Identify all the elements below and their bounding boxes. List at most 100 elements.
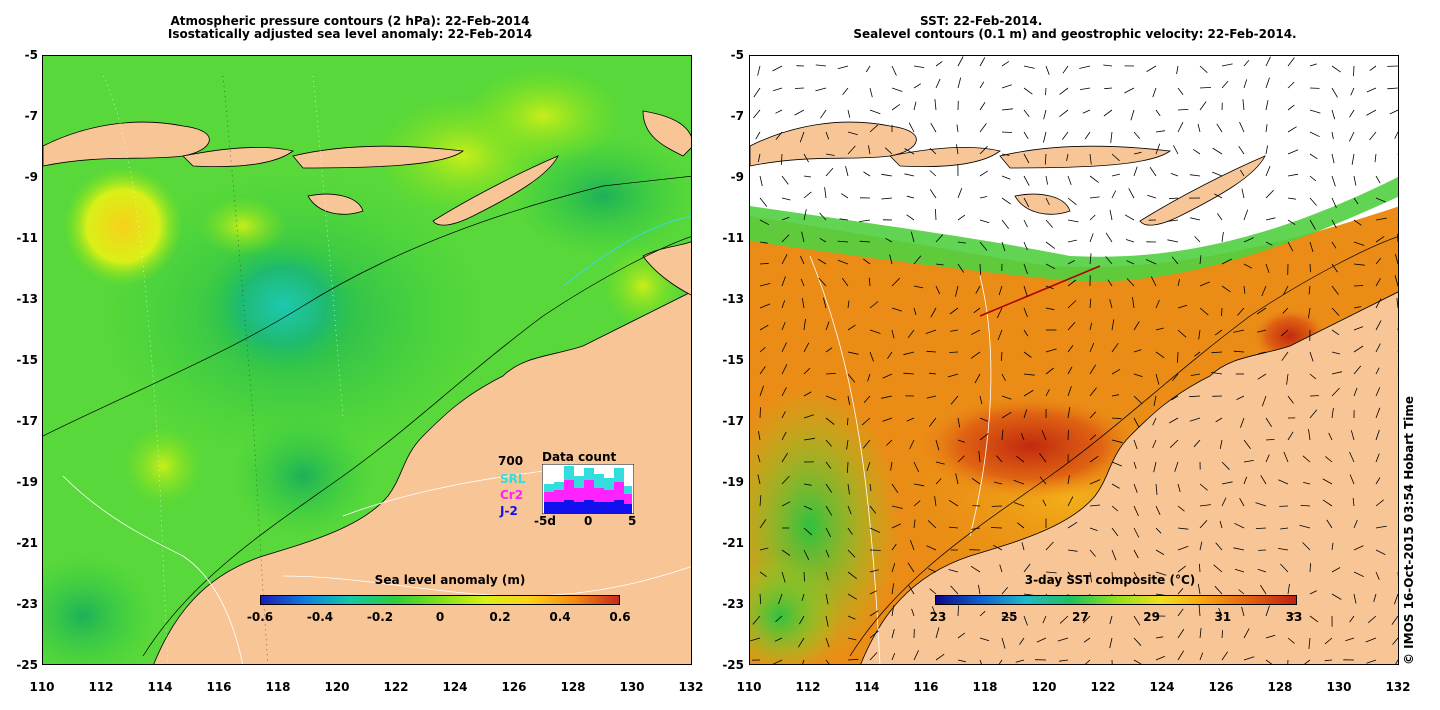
velocity-arrow <box>1331 567 1341 573</box>
velocity-arrow <box>1367 615 1377 624</box>
velocity-arrow <box>1199 541 1203 551</box>
velocity-arrow <box>1211 372 1223 375</box>
lat-tick-label: -17 <box>722 414 744 428</box>
velocity-arrow <box>1243 60 1250 67</box>
velocity-arrow <box>755 131 761 140</box>
velocity-arrow <box>1287 173 1299 177</box>
velocity-arrow <box>1331 542 1334 551</box>
velocity-arrow <box>935 461 945 465</box>
velocity-arrow <box>979 263 981 275</box>
velocity-arrow <box>1353 571 1365 578</box>
velocity-arrow <box>979 395 983 404</box>
velocity-arrow <box>1283 285 1289 295</box>
velocity-arrow <box>1331 407 1334 419</box>
velocity-arrow <box>935 234 943 243</box>
velocity-arrow <box>1089 504 1101 507</box>
velocity-arrow <box>1375 549 1386 555</box>
velocity-arrow <box>956 124 959 133</box>
velocity-arrow <box>863 171 871 177</box>
velocity-arrow <box>1109 209 1113 221</box>
velocity-arrow <box>926 395 937 399</box>
velocity-arrow <box>1111 571 1114 583</box>
velocity-arrow <box>1331 285 1339 295</box>
velocity-arrow <box>1045 348 1057 353</box>
velocity-arrow <box>1043 109 1047 120</box>
velocity-arrow <box>1349 615 1355 623</box>
velocity-arrow <box>1243 285 1246 294</box>
velocity-arrow <box>1067 219 1079 223</box>
velocity-arrow <box>1397 327 1398 330</box>
velocity-arrow <box>1155 299 1160 309</box>
velocity-arrow <box>803 391 812 397</box>
velocity-arrow <box>775 131 783 140</box>
velocity-arrow <box>979 102 986 111</box>
velocity-arrow <box>1197 123 1201 133</box>
velocity-arrow <box>891 483 899 494</box>
velocity-arrow <box>869 630 879 639</box>
velocity-arrow <box>957 455 965 463</box>
velocity-arrow <box>891 87 903 92</box>
velocity-arrow <box>1216 123 1223 133</box>
velocity-arrow <box>1221 63 1233 67</box>
velocity-arrow <box>1153 395 1157 407</box>
velocity-arrow <box>1013 479 1025 485</box>
velocity-arrow <box>753 87 761 98</box>
velocity-arrow <box>975 285 981 294</box>
velocity-arrow <box>773 87 783 92</box>
velocity-arrow <box>998 285 1003 296</box>
lon-tick-label: 112 <box>795 680 821 694</box>
velocity-arrow <box>1211 351 1223 354</box>
velocity-arrow <box>1397 506 1398 507</box>
velocity-arrow <box>891 329 895 339</box>
velocity-arrow <box>1375 367 1380 375</box>
velocity-arrow <box>999 564 1003 573</box>
velocity-arrow <box>1353 520 1358 529</box>
velocity-arrow <box>869 124 879 133</box>
lat-tick-label: -21 <box>722 536 744 550</box>
velocity-arrow <box>948 569 959 573</box>
velocity-arrow <box>772 659 783 664</box>
velocity-arrow <box>757 454 761 463</box>
lon-tick-label: 116 <box>206 680 232 694</box>
velocity-arrow <box>1133 151 1142 155</box>
velocity-arrow <box>1322 499 1333 507</box>
velocity-arrow <box>1001 411 1012 419</box>
velocity-arrow <box>1067 407 1071 419</box>
velocity-arrow <box>950 329 959 332</box>
velocity-arrow <box>1308 307 1311 319</box>
velocity-arrow <box>837 240 849 243</box>
velocity-arrow <box>935 439 940 451</box>
velocity-arrow <box>1111 483 1120 489</box>
velocity-arrow <box>1111 527 1119 537</box>
velocity-arrow <box>1193 439 1201 448</box>
velocity-arrow <box>1265 454 1270 463</box>
velocity-arrow <box>1265 77 1270 89</box>
velocity-arrow <box>757 65 761 76</box>
velocity-arrow <box>865 65 871 73</box>
velocity-arrow <box>1155 505 1161 515</box>
velocity-arrow <box>1233 547 1245 551</box>
velocity-arrow <box>979 123 987 133</box>
velocity-arrow <box>803 319 806 331</box>
lon-tick-label: 126 <box>501 680 527 694</box>
velocity-arrow <box>1331 371 1343 375</box>
velocity-arrow <box>1133 483 1138 493</box>
velocity-arrow <box>1133 505 1139 517</box>
velocity-arrow <box>859 240 871 243</box>
velocity-arrow <box>1126 260 1135 265</box>
velocity-arrow <box>859 219 871 222</box>
velocity-arrow <box>1199 627 1202 639</box>
velocity-arrow <box>1111 342 1119 353</box>
velocity-arrow <box>847 131 858 136</box>
velocity-arrow <box>825 395 837 401</box>
velocity-arrow <box>1147 194 1157 199</box>
velocity-arrow <box>1045 367 1055 375</box>
velocity-arrow <box>1125 239 1135 243</box>
velocity-arrow <box>1089 364 1097 375</box>
velocity-arrow <box>1349 451 1355 463</box>
velocity-arrow <box>774 637 783 642</box>
velocity-arrow <box>825 571 829 581</box>
velocity-arrow <box>869 351 874 362</box>
velocity-arrow <box>1328 432 1333 441</box>
velocity-arrow <box>1375 320 1382 331</box>
